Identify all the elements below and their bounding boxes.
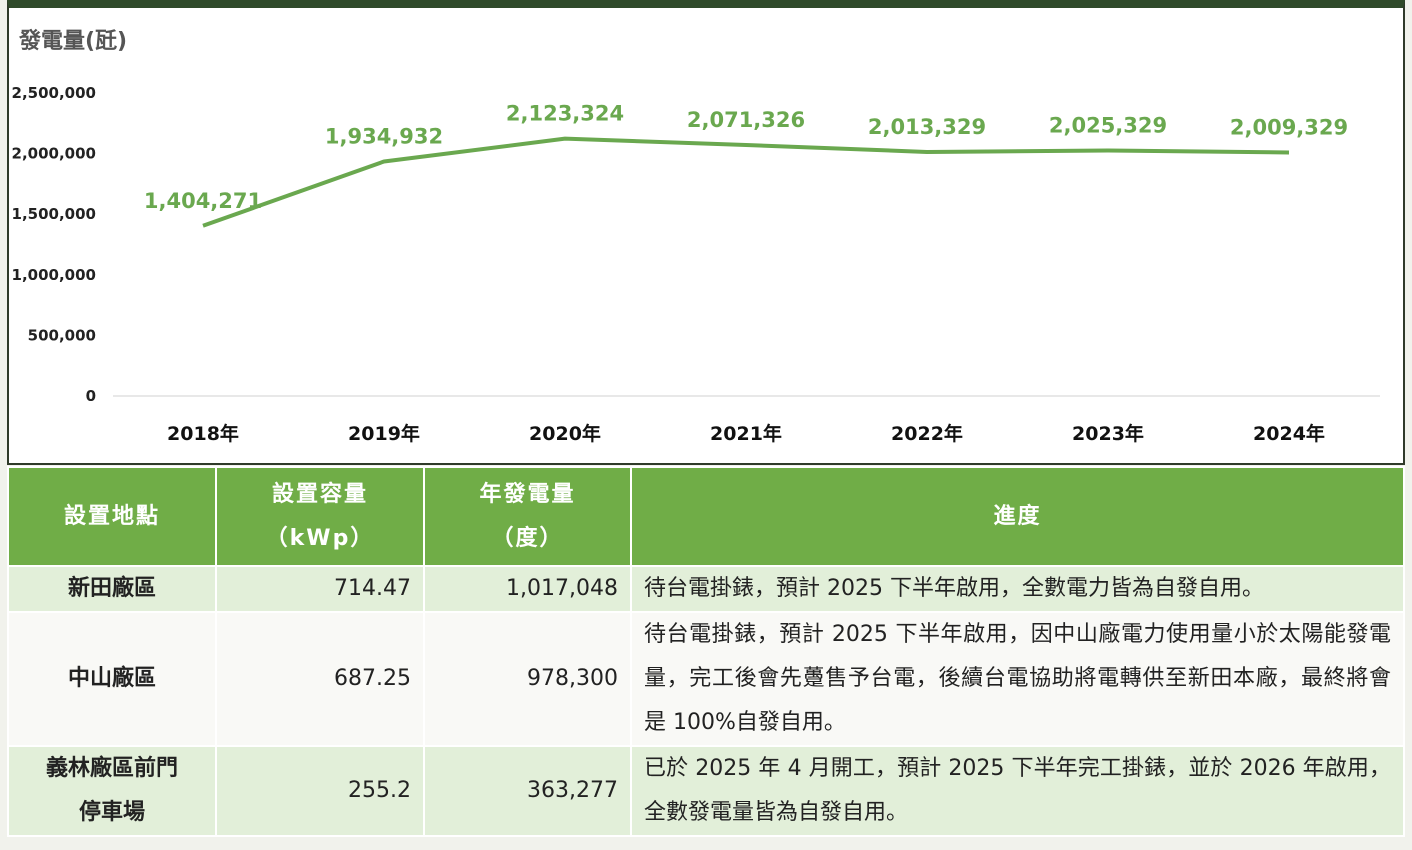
y-tick-label: 2,500,000 bbox=[12, 84, 96, 102]
y-tick-label: 1,000,000 bbox=[12, 266, 96, 284]
data-label: 1,934,932 bbox=[325, 124, 443, 148]
header-cell: 設置地點 bbox=[7, 466, 217, 567]
x-tick-label: 2018年 bbox=[167, 422, 239, 445]
header-row: 設置地點 設置容量 （kWp） 年發電量 （度） 進度 bbox=[7, 466, 1405, 567]
header-line: 進度 bbox=[993, 503, 1042, 529]
table-cell: 363,277 bbox=[423, 745, 632, 837]
table-cell: 687.25 bbox=[215, 611, 425, 747]
table-cell: 714.47 bbox=[215, 565, 425, 613]
table-cell: 待台電掛錶，預計 2025 下半年啟用，全數電力皆為自發自用。 bbox=[630, 565, 1405, 613]
header-line: （kWp） bbox=[265, 525, 375, 551]
table-cell: 待台電掛錶，預計 2025 下半年啟用，因中山廠電力使用量小於太陽能發電量，完工… bbox=[630, 611, 1405, 747]
table-row: 義林廠區前門停車場 255.2 363,277 已於 2025 年 4 月開工，預計 … bbox=[7, 745, 1405, 837]
x-tick-label: 2023年 bbox=[1072, 422, 1144, 445]
table-cell: 義林廠區前門停車場 bbox=[7, 745, 217, 837]
chart-panel: 發電量(瓩) 0 500,000 1,000,000 1,500,000 2,000,0… bbox=[7, 0, 1405, 465]
x-tick-label: 2021年 bbox=[710, 422, 782, 445]
header-cell: 進度 bbox=[630, 466, 1405, 567]
table-row: 新田廠區 714.47 1,017,048 待台電掛錶，預計 2025 下半年啟用，全… bbox=[7, 565, 1405, 613]
header-line: （度） bbox=[491, 525, 564, 551]
table-body: 新田廠區 714.47 1,017,048 待台電掛錶，預計 2025 下半年啟用，全… bbox=[7, 565, 1405, 837]
data-label: 2,071,326 bbox=[687, 108, 805, 132]
table-cell: 978,300 bbox=[423, 611, 632, 747]
data-label: 2,025,329 bbox=[1049, 114, 1167, 138]
x-tick-label: 2024年 bbox=[1253, 422, 1325, 445]
data-label: 1,404,271 bbox=[144, 189, 262, 213]
y-tick-label: 2,000,000 bbox=[12, 145, 96, 163]
header-line: 設置容量 bbox=[271, 481, 368, 507]
data-label: 2,009,329 bbox=[1230, 115, 1348, 139]
data-label: 2,123,324 bbox=[506, 102, 624, 126]
table-row: 中山廠區 687.25 978,300 待台電掛錶，預計 2025 下半年啟用，因中山… bbox=[7, 611, 1405, 747]
x-tick-label: 2020年 bbox=[529, 422, 601, 445]
data-line bbox=[202, 136, 1290, 228]
header-line: 年發電量 bbox=[479, 481, 576, 507]
y-tick-label: 1,500,000 bbox=[12, 205, 96, 223]
y-tick-label: 500,000 bbox=[28, 326, 96, 344]
header-cell: 年發電量 （度） bbox=[423, 466, 632, 567]
table-cell: 中山廠區 bbox=[7, 611, 217, 747]
chart: 發電量(瓩) 0 500,000 1,000,000 1,500,000 2,000,0… bbox=[12, 29, 1380, 445]
table-cell: 1,017,048 bbox=[423, 565, 632, 613]
header-line: 設置地點 bbox=[63, 503, 160, 529]
table-cell: 已於 2025 年 4 月開工，預計 2025 下半年完工掛錶，並於 2026 … bbox=[630, 745, 1405, 837]
table: 設置地點 設置容量 （kWp） 年發電量 （度） 進度 新田廠區 714.47 1,017,0… bbox=[7, 466, 1405, 837]
x-tick-label: 2019年 bbox=[348, 422, 420, 445]
y-axis-label: 發電量(瓩) bbox=[18, 29, 127, 54]
y-tick-label: 0 bbox=[86, 387, 96, 405]
data-label: 2,013,329 bbox=[868, 115, 986, 139]
table-cell: 新田廠區 bbox=[7, 565, 217, 613]
x-tick-label: 2022年 bbox=[891, 422, 963, 445]
header-cell: 設置容量 （kWp） bbox=[215, 466, 425, 567]
table-cell: 255.2 bbox=[215, 745, 425, 837]
